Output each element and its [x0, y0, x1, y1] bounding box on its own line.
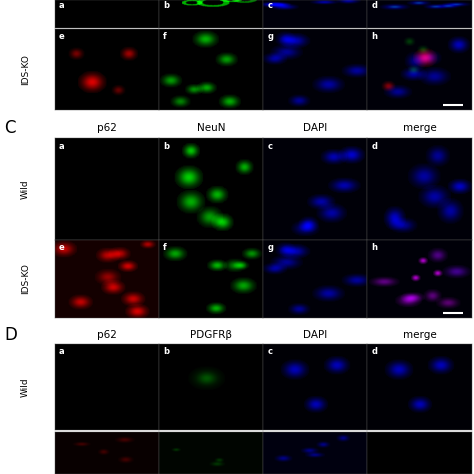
Text: g: g — [267, 32, 273, 41]
Text: c: c — [267, 142, 272, 151]
Text: IDS-KO: IDS-KO — [21, 54, 30, 85]
Text: g: g — [267, 243, 273, 252]
Text: p62: p62 — [97, 330, 117, 340]
Text: b: b — [163, 347, 169, 356]
Text: f: f — [163, 243, 167, 252]
Text: d: d — [372, 1, 377, 10]
Text: h: h — [372, 243, 377, 252]
Text: b: b — [163, 142, 169, 151]
Text: C: C — [4, 119, 16, 137]
Text: a: a — [59, 1, 64, 10]
Text: DAPI: DAPI — [303, 330, 328, 340]
Text: NeuN: NeuN — [197, 123, 225, 133]
Text: DAPI: DAPI — [303, 123, 328, 133]
Text: p62: p62 — [97, 123, 117, 133]
Text: Wild: Wild — [21, 377, 30, 397]
Text: merge: merge — [402, 123, 437, 133]
Text: D: D — [4, 326, 17, 344]
Text: merge: merge — [402, 330, 437, 340]
Text: e: e — [59, 243, 64, 252]
Text: e: e — [59, 32, 64, 41]
Text: h: h — [372, 32, 377, 41]
Text: Wild: Wild — [21, 179, 30, 199]
Text: IDS-KO: IDS-KO — [21, 264, 30, 294]
Text: c: c — [267, 347, 272, 356]
Text: d: d — [372, 142, 377, 151]
Text: a: a — [59, 142, 64, 151]
Text: c: c — [267, 1, 272, 10]
Text: a: a — [59, 347, 64, 356]
Text: PDGFRβ: PDGFRβ — [190, 330, 232, 340]
Text: d: d — [372, 347, 377, 356]
Text: f: f — [163, 32, 167, 41]
Text: b: b — [163, 1, 169, 10]
